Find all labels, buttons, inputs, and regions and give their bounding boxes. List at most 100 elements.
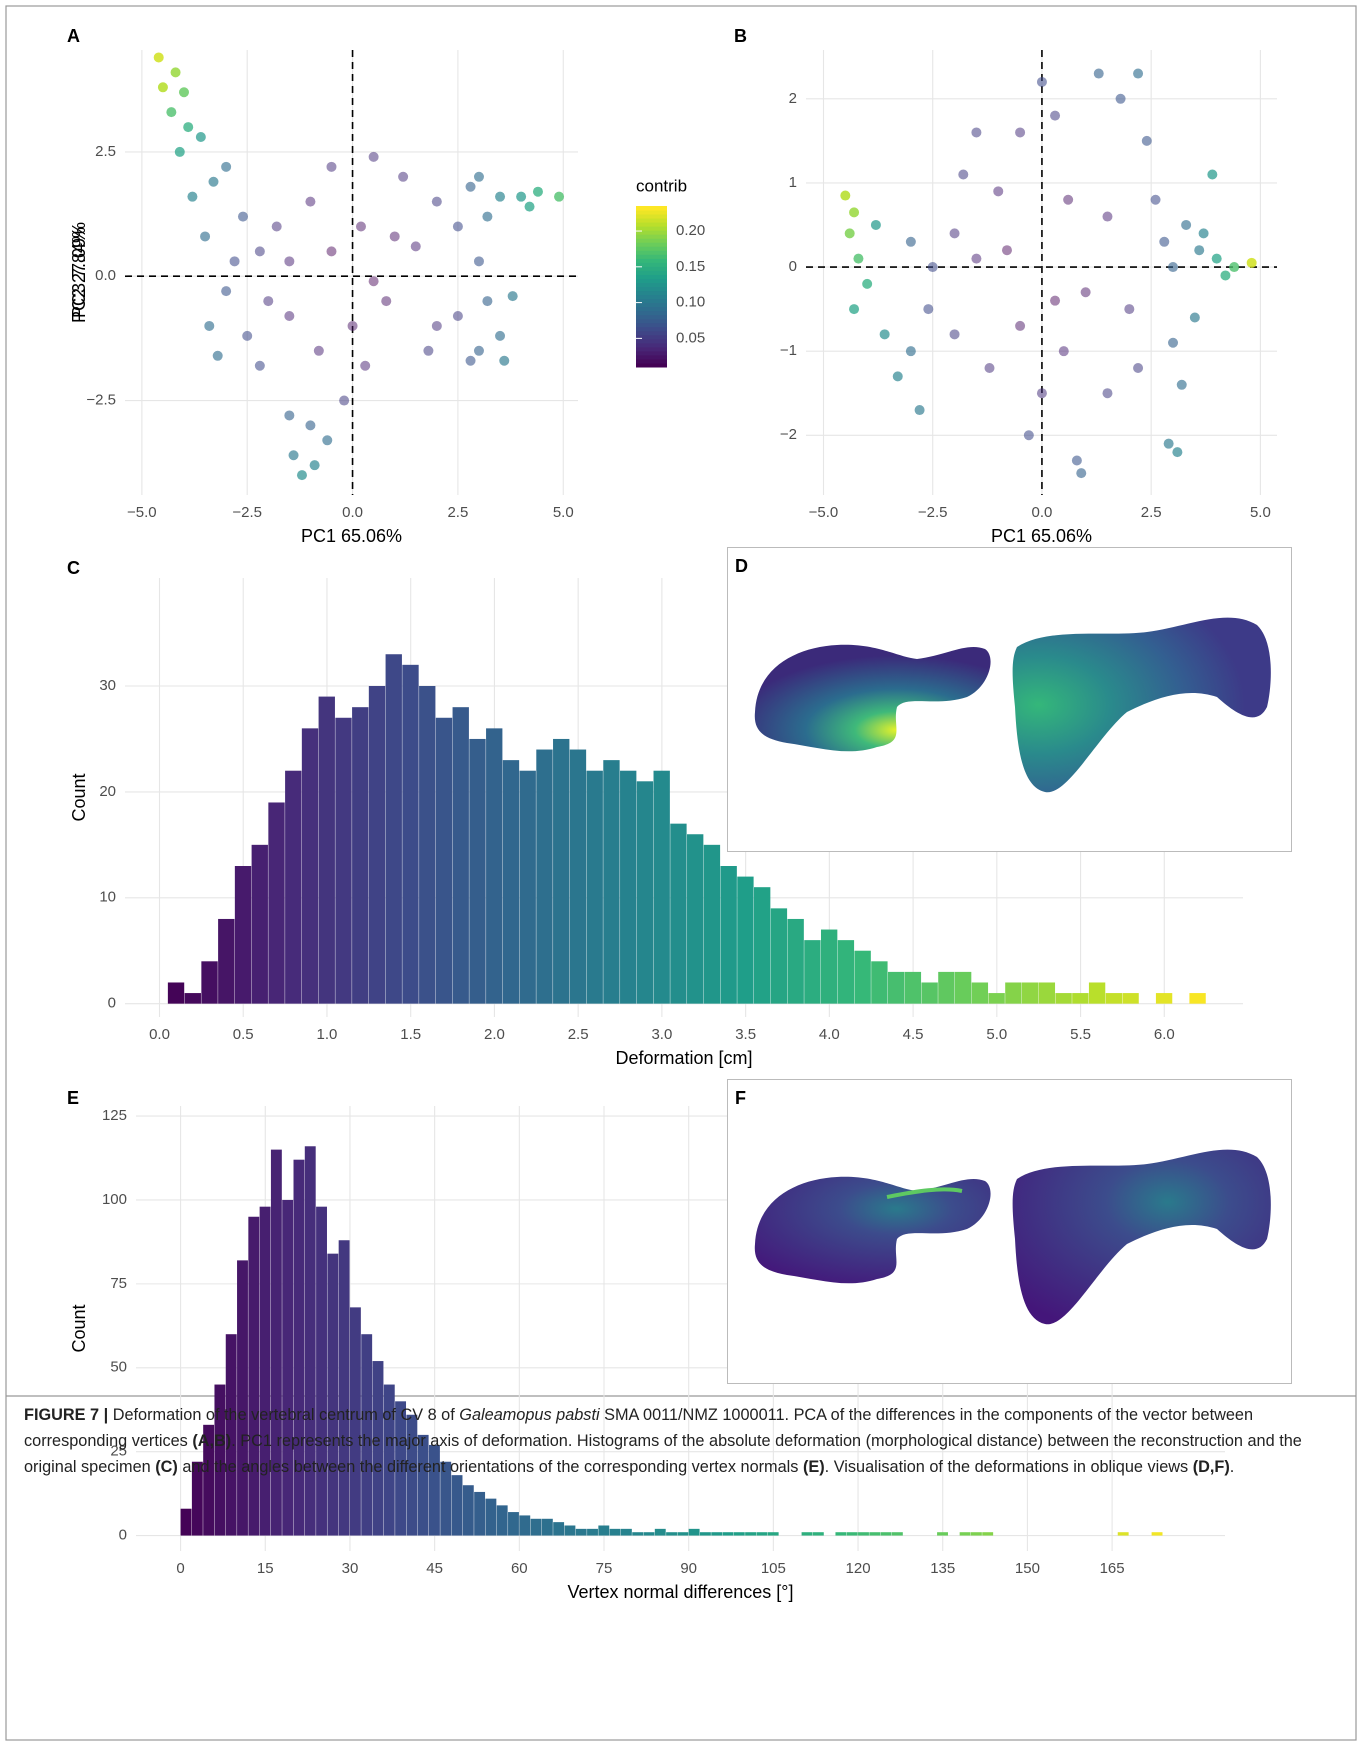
point bbox=[305, 196, 316, 207]
bar bbox=[938, 971, 955, 1004]
bar bbox=[385, 654, 402, 1004]
point bbox=[170, 67, 181, 78]
bar bbox=[502, 760, 520, 1004]
point bbox=[452, 221, 463, 232]
point bbox=[271, 221, 282, 232]
colorbar-slice bbox=[636, 362, 667, 368]
x-tick-label: 105 bbox=[761, 1560, 786, 1577]
bar bbox=[417, 1434, 429, 1536]
panel-label: A bbox=[67, 26, 80, 46]
bar bbox=[636, 781, 654, 1004]
bar bbox=[352, 707, 369, 1004]
colorbar-slice bbox=[636, 278, 667, 283]
bar bbox=[677, 1532, 689, 1536]
point bbox=[183, 122, 194, 133]
bar bbox=[1072, 993, 1089, 1004]
highlight bbox=[886, 1187, 963, 1199]
bar bbox=[469, 738, 486, 1004]
y-tick-label: 1 bbox=[789, 174, 797, 191]
bar bbox=[1122, 993, 1139, 1004]
bar bbox=[801, 1532, 813, 1536]
x-axis-label: PC1 65.06% bbox=[301, 526, 402, 546]
colorbar-slice bbox=[636, 286, 667, 292]
point bbox=[862, 278, 873, 289]
panel-label: F bbox=[735, 1088, 746, 1108]
bar bbox=[871, 961, 888, 1004]
bar bbox=[620, 1528, 632, 1536]
bar bbox=[620, 770, 637, 1004]
bar bbox=[603, 760, 620, 1004]
caption-ref: (E) bbox=[802, 1458, 825, 1477]
colorbar-slice bbox=[636, 210, 667, 215]
bar bbox=[959, 1532, 971, 1536]
point bbox=[1163, 438, 1174, 449]
point bbox=[237, 211, 248, 222]
y-tick-label: 0.0 bbox=[95, 267, 116, 284]
point bbox=[923, 304, 934, 315]
x-tick-label: 4.0 bbox=[819, 1026, 840, 1043]
bar bbox=[225, 1334, 237, 1536]
panel-label: B bbox=[734, 26, 747, 46]
bar bbox=[1005, 982, 1022, 1004]
bar bbox=[496, 1505, 508, 1536]
bar bbox=[767, 1532, 779, 1536]
bar bbox=[654, 1528, 666, 1536]
point bbox=[263, 296, 274, 307]
bar bbox=[218, 918, 235, 1004]
bar bbox=[327, 1253, 339, 1536]
x-tick-label: 75 bbox=[596, 1560, 613, 1577]
colorbar-slice bbox=[636, 358, 667, 364]
bar bbox=[304, 1146, 316, 1536]
x-tick-label: 2.5 bbox=[1141, 504, 1162, 521]
point bbox=[1150, 194, 1161, 205]
legend-title: contrib bbox=[636, 176, 687, 195]
point bbox=[1194, 245, 1205, 256]
bar bbox=[787, 918, 804, 1004]
y-tick-label: −2 bbox=[780, 426, 797, 443]
point bbox=[892, 371, 903, 382]
x-tick-label: 15 bbox=[257, 1560, 274, 1577]
colorbar-slice bbox=[636, 314, 667, 320]
point bbox=[1133, 68, 1144, 79]
bar bbox=[887, 971, 905, 1004]
point bbox=[524, 201, 535, 212]
point bbox=[1080, 287, 1091, 298]
point bbox=[254, 360, 265, 371]
point bbox=[204, 320, 215, 331]
y-axis-label: Count bbox=[69, 773, 89, 821]
point bbox=[844, 228, 855, 239]
bar bbox=[316, 1206, 327, 1536]
bar bbox=[982, 1532, 994, 1536]
bar bbox=[268, 802, 285, 1004]
point bbox=[1198, 228, 1209, 239]
point bbox=[473, 345, 484, 356]
colorbar-slice bbox=[636, 338, 667, 344]
point bbox=[284, 410, 295, 421]
bar bbox=[711, 1532, 723, 1536]
caption-species: Galeamopus pabsti bbox=[459, 1406, 600, 1424]
y-axis-label: Count bbox=[69, 1304, 89, 1352]
colorbar-slice bbox=[636, 334, 667, 340]
bar bbox=[837, 940, 855, 1004]
caption-label: FIGURE 7 | bbox=[24, 1406, 109, 1424]
colorbar-slice bbox=[636, 238, 667, 243]
point bbox=[1036, 76, 1047, 87]
colorbar-label: 0.10 bbox=[676, 294, 705, 311]
colorbar-slice bbox=[636, 326, 667, 332]
bar bbox=[737, 876, 754, 1004]
bar bbox=[402, 664, 419, 1004]
caption-ref: (C) bbox=[155, 1458, 178, 1477]
point bbox=[187, 191, 198, 202]
point bbox=[1211, 253, 1222, 264]
point bbox=[174, 146, 185, 157]
x-tick-label: 45 bbox=[426, 1560, 443, 1577]
bar bbox=[301, 728, 319, 1004]
x-tick-label: 0.5 bbox=[233, 1026, 254, 1043]
point bbox=[1102, 211, 1113, 222]
y-tick-label: 25 bbox=[110, 1443, 127, 1460]
bar bbox=[519, 1515, 531, 1536]
bar bbox=[234, 866, 252, 1004]
point bbox=[949, 329, 960, 340]
bar bbox=[214, 1384, 226, 1536]
point bbox=[322, 435, 333, 446]
